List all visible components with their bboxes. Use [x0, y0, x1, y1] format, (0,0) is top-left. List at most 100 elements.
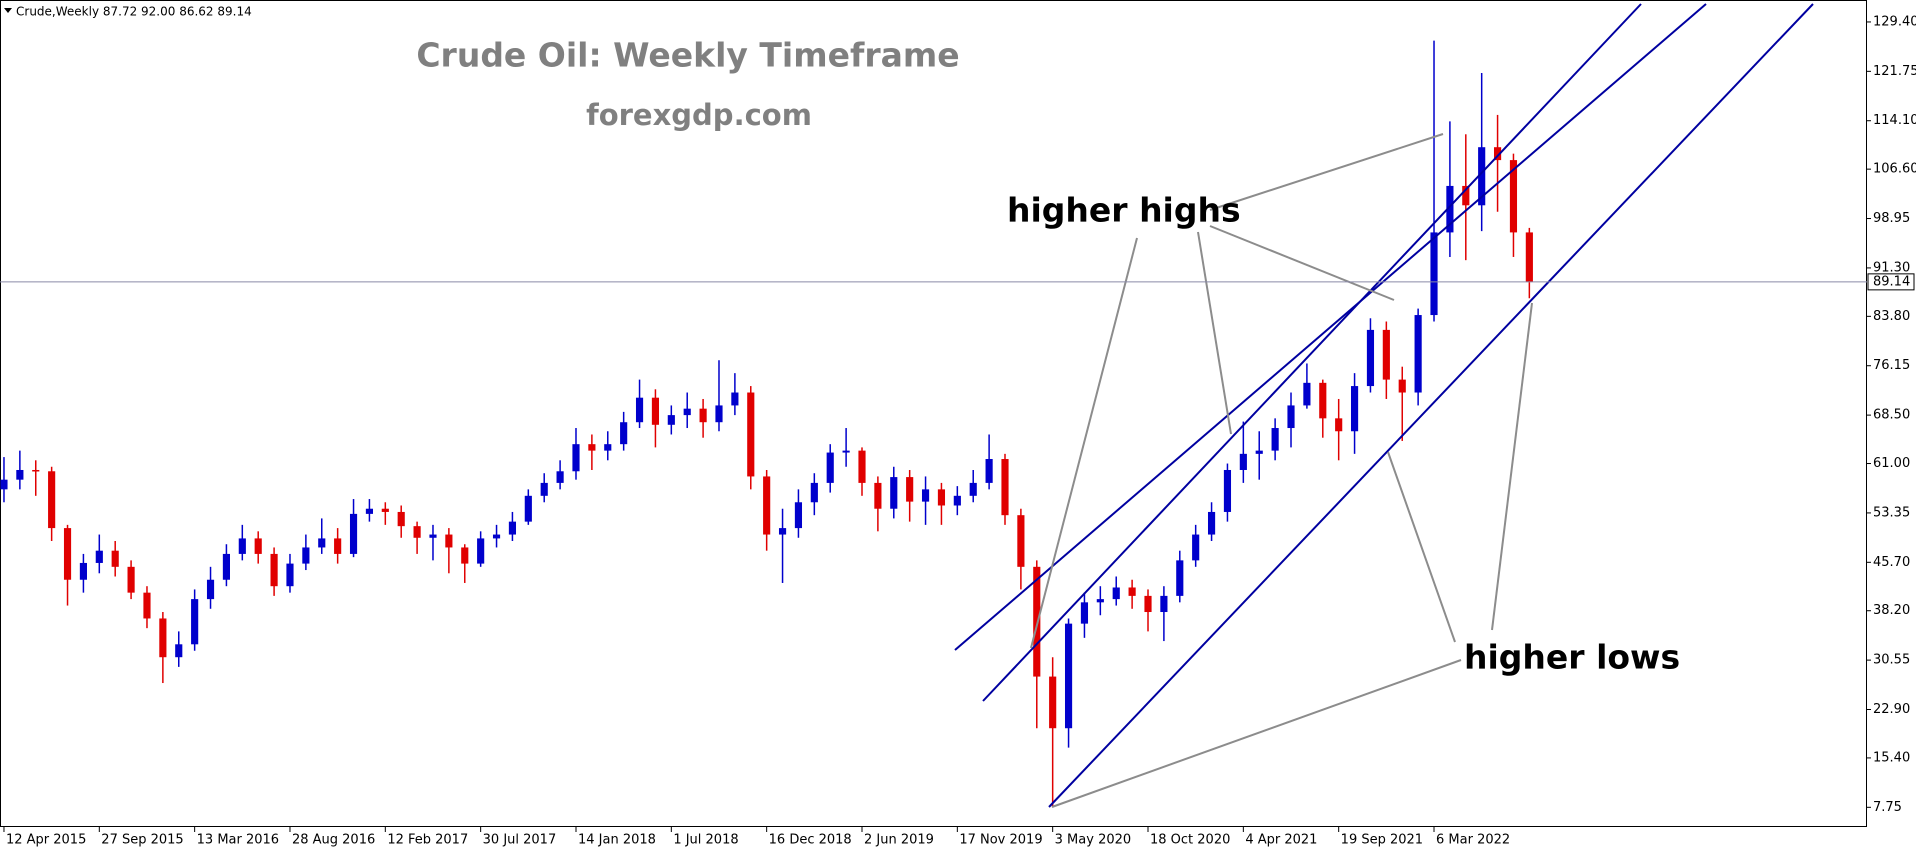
candle-body: [1049, 676, 1057, 729]
candle-body: [334, 538, 342, 554]
pointer-line: [1209, 225, 1395, 301]
candle-body: [492, 534, 501, 539]
y-tick-label: 83.80: [1873, 309, 1910, 324]
chart-subtitle: forexgdp.com: [586, 98, 812, 132]
x-tick-label: 2 Jun 2019: [864, 833, 934, 848]
candle-body: [1414, 315, 1422, 393]
candle-body: [79, 562, 87, 580]
candle-body: [159, 618, 167, 658]
candle-body: [1287, 405, 1295, 429]
x-tick-label: 14 Jan 2018: [578, 833, 656, 848]
candle-body: [16, 469, 24, 480]
pointer-line: [1030, 237, 1138, 649]
candle-body: [270, 553, 278, 587]
candle-body: [635, 397, 644, 423]
candle-body: [1096, 599, 1104, 603]
candle-body: [1064, 623, 1073, 729]
candle-body: [890, 477, 898, 509]
y-tick-label: 121.75: [1873, 64, 1916, 79]
candle-body: [620, 422, 628, 445]
y-tick-label: 61.00: [1873, 456, 1910, 471]
y-tick-label: 98.95: [1873, 211, 1910, 226]
candle-body: [1176, 560, 1184, 596]
pointer-line: [1197, 231, 1232, 435]
x-tick-label: 12 Feb 2017: [387, 833, 468, 848]
candle-body: [858, 450, 866, 483]
candle-body: [969, 482, 977, 496]
candle-body: [1192, 534, 1200, 561]
candle-body: [48, 471, 56, 529]
candle-body: [365, 508, 374, 514]
pointer-line: [1209, 133, 1444, 211]
y-tick-label: 45.70: [1873, 555, 1910, 570]
candles: [0, 40, 1533, 808]
x-tick-label: 6 Mar 2022: [1436, 833, 1510, 848]
candle-body: [0, 479, 8, 490]
y-tick-label: 53.35: [1873, 505, 1910, 520]
candle-body: [763, 476, 771, 535]
candle-body: [477, 538, 485, 564]
candle-body: [556, 471, 564, 483]
candle-body: [95, 550, 103, 563]
pointer-line: [1387, 451, 1456, 643]
candle-body: [683, 408, 691, 416]
annotation: higher lows: [1464, 638, 1680, 677]
candle-body: [143, 592, 151, 619]
pointer-line: [1491, 302, 1533, 631]
candle-body: [699, 408, 707, 423]
candle-body: [1303, 382, 1311, 406]
y-tick-label: 30.55: [1873, 653, 1910, 668]
candle-body: [953, 495, 961, 506]
pointer-line: [1051, 659, 1462, 808]
candle-body: [349, 513, 358, 554]
candle-body: [842, 450, 850, 453]
x-tick-label: 4 Apr 2021: [1245, 833, 1317, 848]
candle-body: [111, 550, 119, 567]
candle-body: [1319, 382, 1327, 419]
candle-body: [1128, 587, 1136, 596]
candle-body: [1462, 185, 1470, 206]
y-tick-label: 114.10: [1873, 113, 1916, 128]
candle-body: [1271, 428, 1279, 451]
candle-body: [1207, 511, 1216, 535]
candle-body: [1478, 147, 1486, 206]
x-tick-label: 17 Nov 2019: [959, 833, 1042, 848]
candle-body: [1239, 453, 1247, 470]
candle-body: [985, 459, 993, 483]
y-tick-label: 68.50: [1873, 408, 1910, 423]
candle-body: [731, 392, 739, 406]
menu-arrow[interactable]: [4, 8, 12, 13]
candle-body: [413, 526, 421, 538]
candle-body: [1223, 469, 1232, 512]
candle-body: [397, 511, 405, 527]
candle-body: [906, 477, 914, 502]
candle-body: [302, 547, 310, 564]
candle-body: [286, 563, 294, 587]
candle-body: [1382, 329, 1390, 380]
x-tick-label: 13 Mar 2016: [197, 833, 279, 848]
candle-body: [810, 482, 818, 503]
candle-body: [238, 538, 246, 554]
candle-body: [127, 566, 135, 593]
x-tick-label: 1 Jul 2018: [673, 833, 738, 848]
candle-body: [1525, 232, 1533, 282]
candle-body: [1255, 450, 1263, 454]
candle-body: [254, 538, 262, 554]
candle-body: [206, 579, 215, 600]
candle-body: [604, 444, 612, 451]
pointer-lines: [1030, 133, 1533, 808]
candle-body: [1335, 418, 1343, 432]
x-tick-label: 19 Sep 2021: [1341, 833, 1423, 848]
channel-line: [954, 3, 1707, 651]
candle-body: [508, 521, 517, 535]
candle-body: [1160, 595, 1168, 613]
candle-body: [715, 405, 723, 423]
candle-body: [540, 482, 548, 496]
plot-frame: [0, 0, 1867, 827]
candle-body: [874, 482, 882, 509]
candle-body: [1493, 147, 1502, 161]
candle-body: [1509, 160, 1518, 233]
candle-body: [381, 508, 389, 512]
candle-body: [1080, 602, 1089, 624]
